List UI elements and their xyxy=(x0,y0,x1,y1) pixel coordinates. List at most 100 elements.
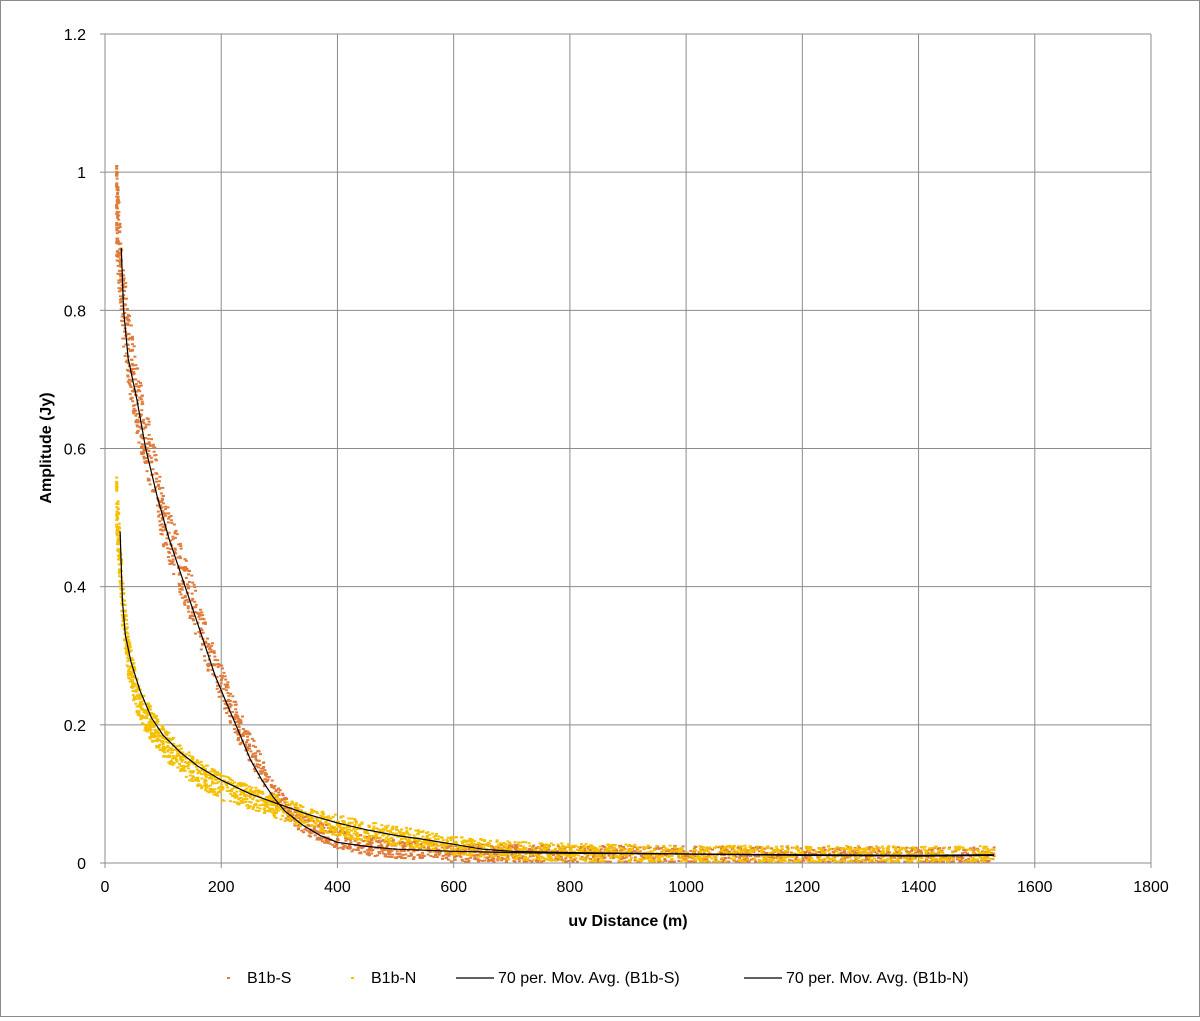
data-point xyxy=(148,444,152,447)
data-point xyxy=(865,846,869,849)
data-point xyxy=(427,847,431,850)
data-point xyxy=(132,407,136,410)
data-point xyxy=(445,838,449,841)
data-point xyxy=(206,651,210,654)
data-point xyxy=(561,848,565,851)
data-point xyxy=(124,282,128,285)
data-point xyxy=(752,858,756,861)
data-point xyxy=(134,378,138,381)
data-point xyxy=(158,524,162,527)
data-point xyxy=(458,845,462,848)
data-point xyxy=(353,839,357,842)
data-point xyxy=(473,856,477,859)
data-point xyxy=(968,860,972,863)
data-point xyxy=(192,583,196,586)
data-point xyxy=(712,855,716,858)
data-point xyxy=(776,860,780,863)
data-point xyxy=(307,834,311,837)
data-point xyxy=(224,678,228,681)
data-point xyxy=(129,379,133,382)
data-point xyxy=(802,859,806,862)
data-point xyxy=(141,703,145,706)
data-point xyxy=(146,477,150,480)
data-point xyxy=(149,718,153,721)
data-point xyxy=(819,847,823,850)
data-point xyxy=(115,167,119,170)
data-point xyxy=(166,555,170,558)
data-point xyxy=(164,508,168,511)
data-point xyxy=(175,760,179,763)
data-point xyxy=(387,840,391,843)
data-point xyxy=(144,457,148,460)
data-point xyxy=(531,847,535,850)
data-point xyxy=(274,800,278,803)
data-point xyxy=(706,854,710,857)
data-point xyxy=(371,849,375,852)
data-point xyxy=(496,859,500,862)
y-tick-label: 0.8 xyxy=(64,303,86,320)
data-point xyxy=(850,851,854,854)
data-point xyxy=(115,532,119,535)
data-point xyxy=(939,858,943,861)
data-point xyxy=(320,829,324,832)
data-point xyxy=(772,856,776,859)
data-point xyxy=(182,756,186,759)
data-point xyxy=(567,843,571,846)
data-point xyxy=(127,378,131,381)
data-point xyxy=(268,803,272,806)
data-point xyxy=(174,748,178,751)
data-point xyxy=(308,830,312,833)
data-point xyxy=(274,794,278,797)
data-point xyxy=(626,850,630,853)
data-point xyxy=(817,857,821,860)
data-point xyxy=(663,859,667,862)
data-point xyxy=(988,849,992,852)
data-point xyxy=(365,844,368,847)
data-point xyxy=(125,622,129,625)
data-point xyxy=(125,307,129,310)
data-point xyxy=(177,582,181,585)
data-point xyxy=(370,852,374,855)
y-tick-label: 0.2 xyxy=(64,718,86,735)
data-point xyxy=(673,849,677,852)
series-layer xyxy=(115,164,996,863)
data-point xyxy=(188,616,192,619)
data-point xyxy=(288,803,292,806)
data-point xyxy=(703,850,707,853)
data-point xyxy=(116,215,120,218)
data-point xyxy=(898,848,902,851)
data-point xyxy=(635,848,639,851)
data-point xyxy=(326,823,330,826)
data-point xyxy=(399,855,403,858)
data-point xyxy=(299,821,303,824)
data-point xyxy=(121,278,125,281)
data-point xyxy=(513,843,517,846)
data-point xyxy=(147,707,151,710)
data-point xyxy=(691,851,695,854)
data-point xyxy=(141,420,145,423)
data-point xyxy=(582,857,586,860)
data-point xyxy=(590,859,594,862)
data-point xyxy=(931,846,935,849)
data-point xyxy=(383,825,387,828)
data-point xyxy=(198,608,202,611)
data-point xyxy=(636,859,640,862)
data-point xyxy=(160,523,164,526)
data-point xyxy=(180,760,184,763)
data-point xyxy=(293,823,297,826)
data-point xyxy=(744,849,748,852)
data-point xyxy=(708,846,712,849)
data-point xyxy=(204,775,208,778)
data-point xyxy=(115,530,119,533)
data-point xyxy=(646,847,650,850)
data-point xyxy=(327,827,331,830)
data-point xyxy=(177,748,181,751)
data-point xyxy=(606,847,610,850)
data-point xyxy=(128,384,132,387)
data-point xyxy=(428,837,432,840)
data-point xyxy=(279,818,283,821)
data-point xyxy=(932,859,936,862)
data-point xyxy=(370,829,374,832)
data-point xyxy=(469,855,473,858)
data-point xyxy=(123,610,127,613)
